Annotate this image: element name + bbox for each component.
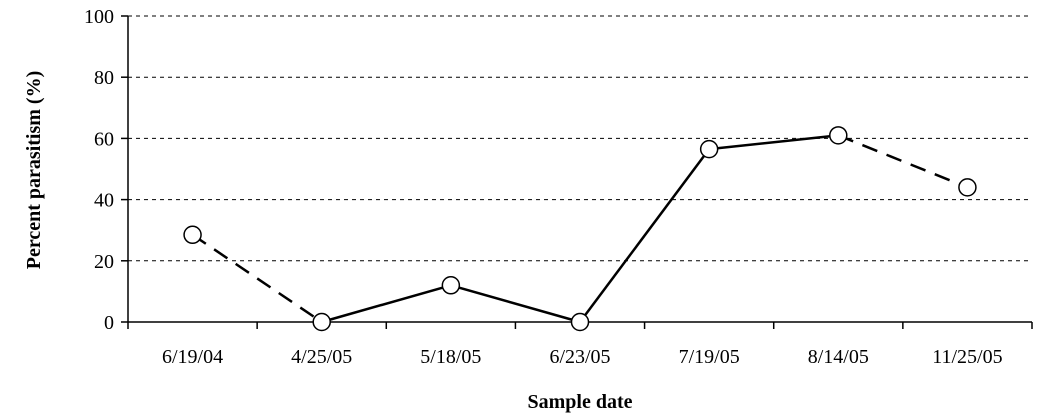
series-segment bbox=[578, 148, 711, 323]
data-point bbox=[699, 139, 719, 159]
x-tick-label: 4/25/05 bbox=[291, 346, 352, 368]
data-point bbox=[829, 126, 848, 145]
data-point bbox=[183, 225, 202, 245]
y-tick-label: 40 bbox=[94, 190, 114, 212]
data-point bbox=[570, 312, 590, 332]
series-segment bbox=[321, 284, 452, 324]
x-ticks: 6/19/04 4/25/05 5/18/05 6/23/05 7/19/05 8/14/… bbox=[127, 322, 1033, 368]
series-markers bbox=[183, 126, 977, 332]
x-tick-label: 11/25/05 bbox=[932, 346, 1002, 368]
y-tick-label: 60 bbox=[94, 128, 114, 150]
y-tick-label: 100 bbox=[84, 6, 114, 28]
series-segment bbox=[709, 134, 839, 151]
series-segment bbox=[837, 134, 968, 189]
x-tick-label: 5/18/05 bbox=[420, 346, 481, 368]
axes bbox=[127, 16, 1032, 323]
x-tick-label: 8/14/05 bbox=[808, 346, 869, 368]
gridlines bbox=[128, 15, 1032, 262]
data-point bbox=[312, 312, 331, 332]
x-axis-title: Sample date bbox=[528, 391, 633, 413]
y-axis-title: Percent parasitism (%) bbox=[23, 71, 45, 269]
x-tick-label: 6/19/04 bbox=[162, 346, 223, 368]
y-tick-label: 80 bbox=[94, 67, 114, 89]
y-tick-label: 20 bbox=[94, 251, 114, 273]
y-ticks: 0 20 40 60 80 100 bbox=[84, 6, 128, 334]
series-line bbox=[191, 134, 968, 324]
data-point bbox=[441, 276, 461, 295]
data-point bbox=[958, 178, 977, 197]
series-segment bbox=[191, 233, 323, 324]
x-tick-label: 6/23/05 bbox=[549, 346, 610, 368]
series-segment bbox=[450, 284, 581, 324]
y-tick-label: 0 bbox=[104, 312, 114, 334]
x-tick-label: 7/19/05 bbox=[679, 346, 740, 368]
